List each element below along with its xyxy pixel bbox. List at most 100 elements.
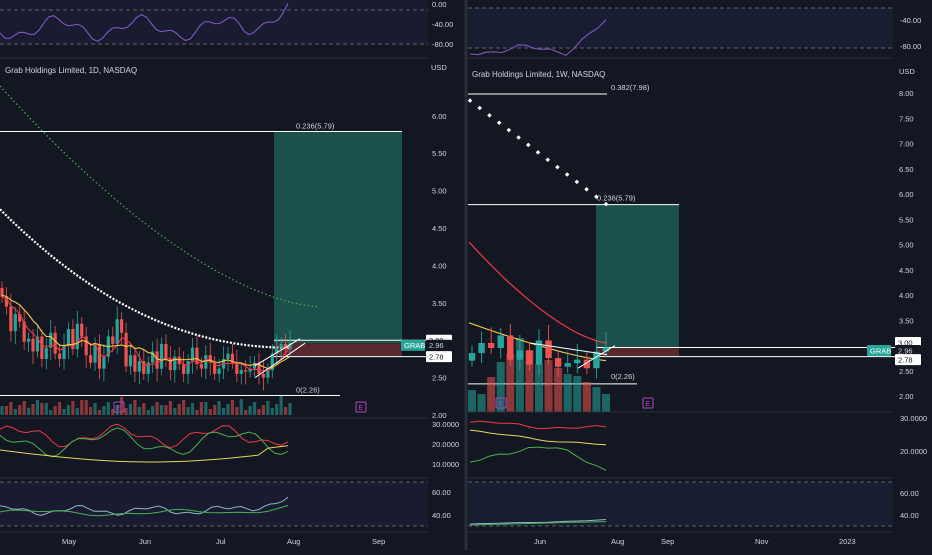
left-osc-band (0, 482, 428, 526)
left-candle (288, 343, 292, 350)
left-volume-bar (252, 402, 257, 415)
right-candle (478, 342, 485, 354)
left-candle (244, 370, 248, 372)
left-volume-bar (182, 400, 186, 415)
left-volume-bar (244, 410, 248, 415)
right-candle (487, 342, 495, 349)
right-volume-bar (487, 377, 496, 412)
left-candle (97, 343, 102, 369)
left-candle (102, 356, 106, 369)
right-volume-bar (535, 364, 543, 412)
right-price-tick-9: 3.50 (899, 316, 914, 325)
left-volume-bar (71, 401, 75, 415)
left-volume-bar (106, 402, 110, 415)
left-candle (190, 347, 195, 362)
left-volume-bar (239, 399, 243, 415)
right-volume-bar (563, 374, 572, 412)
left-adx-tick-2: 10.0000 (432, 460, 459, 469)
right-loss-zone (596, 347, 679, 357)
right-stop-tag: 2.78 (898, 356, 913, 365)
left-volume-bar (97, 410, 102, 415)
right-earnings-label-1: E (645, 401, 650, 408)
right-candle (468, 353, 476, 361)
left-volume-bar (177, 404, 181, 415)
left-volume-bar (235, 407, 239, 415)
left-price-tag: 2.96 (429, 341, 444, 350)
left-candle (270, 353, 274, 371)
left-volume-bar (186, 407, 190, 415)
right-earnings-label-0: E (498, 401, 503, 408)
right-ma-dot (467, 98, 473, 103)
left-volume-bar (4, 406, 9, 415)
left-rsi-tick-2: -80.00 (432, 40, 453, 49)
left-volume-bar (111, 409, 115, 415)
left-earnings-label-1: E (358, 405, 363, 412)
right-stop-tag-bg (895, 354, 921, 366)
left-volume-bar (89, 407, 93, 415)
left-rsi-line (0, 3, 289, 42)
left-candle (89, 355, 93, 363)
left-volume-bar (213, 405, 217, 415)
left-candle (266, 370, 270, 378)
left-candle (4, 296, 9, 307)
left-adx-tick-0: 30.0000 (432, 420, 459, 429)
right-price-tick-11: 2.50 (899, 367, 914, 376)
left-candle (22, 321, 26, 342)
left-candle (168, 358, 172, 371)
left-price-tick-4: 4.00 (432, 261, 447, 270)
left-volume-bar (288, 403, 292, 415)
right-volume-bar (544, 360, 553, 412)
left-price-tag-bg (426, 339, 452, 351)
left-candle (204, 355, 208, 369)
right-osc-band (468, 482, 893, 526)
left-candle (62, 346, 66, 359)
left-price-tick-7: 2.50 (432, 374, 447, 383)
left-candle (159, 343, 164, 369)
right-candle (535, 340, 543, 365)
left-stop-tag: 2.78 (429, 353, 444, 362)
right-volume-bar (582, 382, 591, 412)
right-fib-top-label: 0.382(7.98) (611, 83, 650, 92)
right-osc-signal (469, 521, 607, 526)
right-ma-dot (496, 120, 502, 126)
right-price-tick-6: 5.00 (899, 241, 914, 250)
right-volume-bar (477, 394, 486, 412)
left-candle (182, 364, 186, 374)
left-volume-bar (120, 397, 124, 415)
right-volume-bar (592, 387, 601, 412)
left-volume-bar (26, 408, 31, 415)
left-month-tick-0: May (62, 537, 76, 546)
left-candle (93, 343, 97, 363)
right-price-tag-bg (895, 345, 921, 357)
left-candle (235, 362, 239, 374)
left-rsi-tick-1: -40.00 (432, 20, 453, 29)
right-adx-tick-1: 20.0000 (900, 447, 927, 456)
right-candle (497, 335, 504, 349)
left-candle (44, 347, 48, 359)
left-candles (0, 281, 292, 391)
left-candle (208, 355, 212, 363)
right-volume-bar (515, 338, 524, 412)
left-volume-bar (13, 409, 17, 415)
left-adx-tick-1: 20.0000 (432, 440, 459, 449)
right-candle (564, 363, 571, 367)
left-volume-bar (142, 403, 146, 415)
right-ma-dot (584, 187, 589, 192)
left-ma200-dotted (0, 85, 319, 308)
left-volume-bar (173, 408, 177, 415)
left-candle (58, 353, 62, 359)
left-candle (124, 332, 128, 367)
left-volume-bar (190, 403, 195, 415)
left-stop-tag-bg (426, 351, 452, 363)
right-candle (602, 347, 610, 352)
right-trendline-upper (529, 342, 608, 356)
left-volume-bar (199, 402, 203, 415)
left-volume-bar (275, 404, 279, 415)
left-candle (186, 361, 190, 374)
left-price-tick-0: 6.00 (432, 112, 447, 121)
right-candles (468, 323, 610, 379)
left-volume-bar (266, 401, 270, 415)
right-month-tick-4: 2023 (839, 537, 856, 546)
